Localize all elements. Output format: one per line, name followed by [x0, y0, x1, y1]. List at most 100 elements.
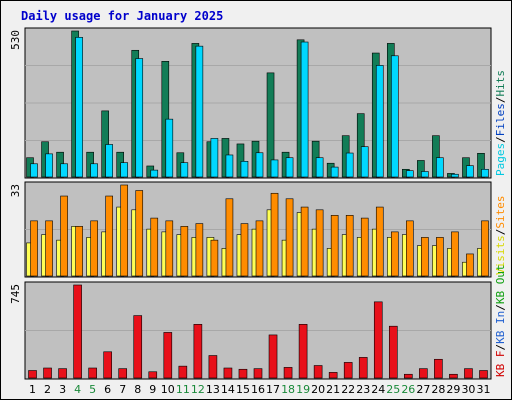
bar-sites-day-4: [75, 226, 83, 277]
ymax-label: 530: [9, 30, 22, 50]
x-tick-label: 29: [446, 383, 460, 396]
bar-sites-day-26: [406, 220, 414, 277]
x-tick-label: 11: [176, 383, 190, 396]
bar-files-day-23: [360, 146, 369, 178]
bar-sites-day-11: [180, 226, 189, 277]
x-tick-label: 27: [416, 383, 430, 396]
x-tick-label: 21: [326, 383, 340, 396]
bar-sites-day-10: [165, 220, 174, 277]
x-tick-label: 13: [206, 383, 220, 396]
legend-item: KB Out: [494, 264, 507, 304]
bar-sites-day-15: [240, 223, 249, 277]
bar-kb-day-15: [238, 368, 248, 379]
bar-sites-day-24: [375, 206, 384, 277]
legend-item: /: [494, 136, 507, 143]
bar-kb-day-11: [178, 365, 188, 379]
bar-kb-day-2: [43, 367, 52, 379]
bar-files-day-26: [406, 170, 414, 178]
bar-files-day-12: [195, 45, 204, 178]
legend-item: /: [494, 344, 507, 351]
x-tick-label: 24: [371, 383, 385, 396]
bar-kb-day-20: [313, 365, 323, 379]
x-tick-label: 7: [119, 383, 126, 396]
legend-item: KB F: [494, 351, 507, 378]
bar-files-day-30: [466, 165, 474, 178]
bar-sites-day-30: [466, 253, 474, 277]
x-tick-label: 14: [221, 383, 235, 396]
chart-title: Daily usage for January 2025: [21, 9, 223, 23]
bar-kb-day-22: [343, 362, 353, 379]
panel-mid: 33 Visits/Sites: [9, 181, 507, 278]
legend-bot: KB F/KB In/KB Out: [494, 264, 507, 377]
legend-item: Visits: [494, 235, 507, 275]
x-tick-label: 31: [476, 383, 490, 396]
bar-kb-day-6: [103, 351, 112, 379]
bar-files-day-19: [300, 41, 309, 178]
bar-kb-day-3: [58, 368, 67, 379]
bar-sites-day-18: [285, 198, 294, 277]
bar-sites-day-23: [360, 217, 369, 277]
bar-files-day-4: [75, 37, 83, 178]
x-tick-label: 5: [89, 383, 96, 396]
bar-hits-day-23: [356, 113, 365, 178]
bar-sites-day-7: [120, 184, 129, 277]
bar-sites-day-1: [30, 220, 38, 277]
bar-sites-day-31: [481, 220, 489, 277]
bar-kb-day-12: [193, 324, 203, 379]
bar-sites-day-14: [225, 198, 234, 277]
bar-kb-day-25: [388, 325, 398, 379]
bar-sites-day-2: [45, 220, 53, 277]
x-tick-label: 15: [236, 383, 250, 396]
bar-kb-day-16: [253, 368, 263, 379]
legend-mid: Visits/Sites: [494, 196, 507, 276]
bar-sites-day-3: [60, 195, 68, 277]
bar-sites-day-25: [390, 231, 399, 277]
x-tick-label: 30: [461, 383, 475, 396]
bar-files-day-5: [90, 163, 98, 178]
bar-files-day-10: [165, 118, 174, 178]
bar-hits-day-28: [432, 135, 440, 178]
legend-item: Pages: [494, 143, 507, 176]
bar-kb-day-5: [88, 367, 97, 379]
x-tick-label: 3: [59, 383, 66, 396]
bar-sites-day-6: [105, 195, 113, 277]
bar-files-day-13: [210, 138, 219, 178]
legend-item: Sites: [494, 196, 507, 229]
x-tick-label: 4: [74, 383, 81, 396]
ymax-label: 745: [9, 284, 22, 304]
bar-files-day-18: [285, 157, 294, 178]
bar-files-day-20: [315, 157, 324, 178]
bar-kb-day-19: [298, 324, 308, 379]
x-tick-label: 1: [29, 383, 36, 396]
bar-files-day-6: [105, 144, 113, 178]
bar-kb-day-10: [163, 332, 173, 379]
bar-kb-day-1: [28, 370, 37, 379]
bar-files-day-31: [481, 168, 489, 178]
bar-kb-day-8: [133, 315, 143, 379]
bar-sites-day-19: [300, 206, 309, 277]
legend-item: /: [494, 97, 507, 104]
bar-files-day-11: [180, 162, 189, 178]
x-tick-label: 9: [149, 383, 156, 396]
bar-sites-day-22: [345, 215, 354, 277]
bar-sites-day-29: [451, 231, 459, 277]
bar-kb-day-17: [268, 334, 278, 379]
x-tick-label: 25: [386, 383, 400, 396]
bar-kb-day-27: [419, 368, 428, 379]
bar-sites-day-17: [270, 192, 279, 277]
bar-kb-day-28: [434, 358, 443, 379]
bar-files-day-7: [120, 162, 129, 178]
bar-kb-day-23: [358, 357, 368, 379]
bar-kb-day-14: [223, 367, 233, 379]
x-tick-label: 28: [431, 383, 445, 396]
bar-kb-day-29: [449, 373, 458, 379]
legend-item: Hits: [494, 70, 507, 97]
x-tick-label: 10: [161, 383, 175, 396]
bar-sites-day-5: [90, 220, 98, 277]
legend-item: Files: [494, 103, 507, 136]
bar-files-day-16: [255, 152, 264, 178]
bar-files-day-8: [135, 58, 144, 178]
bar-files-day-22: [345, 152, 354, 178]
